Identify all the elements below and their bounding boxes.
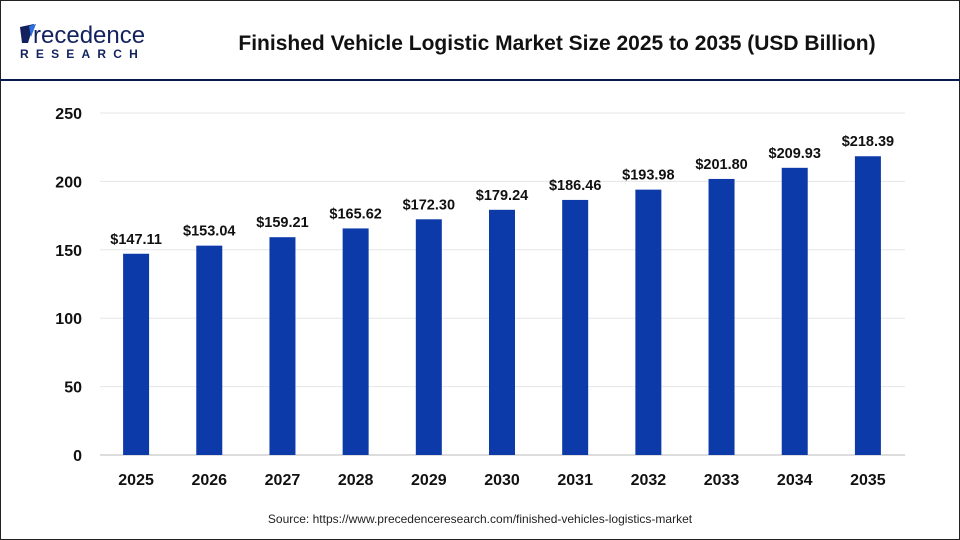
data-label: $209.93	[769, 146, 821, 162]
x-tick-label: 2026	[191, 472, 227, 489]
data-label: $147.11	[110, 232, 162, 248]
bar-2033	[708, 178, 735, 455]
bar-2030	[489, 209, 515, 455]
y-tick-label: 0	[73, 448, 82, 465]
y-tick-label: 250	[55, 106, 82, 123]
source-text: Source: https://www.precedenceresearch.c…	[268, 512, 693, 526]
data-label: $218.39	[842, 134, 894, 150]
y-tick-label: 50	[64, 380, 82, 397]
data-label: $165.62	[329, 206, 381, 222]
x-tick-label: 2027	[265, 472, 301, 489]
bar-2029	[415, 219, 442, 455]
x-tick-label: 2030	[484, 472, 520, 489]
logo-text: recedence	[33, 22, 145, 49]
x-tick-label: 2031	[557, 472, 593, 489]
data-label: $201.80	[695, 157, 747, 173]
x-tick-label: 2025	[118, 472, 154, 489]
x-tick-label: 2028	[338, 472, 374, 489]
data-label: $172.30	[403, 197, 455, 213]
data-label: $193.98	[622, 168, 674, 184]
x-tick-label: 2029	[411, 472, 447, 489]
bar-2035	[854, 156, 881, 455]
bar-2026	[196, 245, 223, 455]
bar-2034	[781, 167, 808, 455]
data-label: $159.21	[256, 215, 308, 231]
x-tick-label: 2034	[777, 472, 813, 489]
x-tick-label: 2032	[631, 472, 667, 489]
data-label: $179.24	[476, 188, 528, 204]
logo-subtext: RESEARCH	[20, 47, 145, 61]
chart-title: Finished Vehicle Logistic Market Size 20…	[238, 32, 875, 55]
y-tick-label: 200	[55, 174, 82, 191]
bar-2031	[562, 199, 589, 455]
x-tick-label: 2035	[850, 472, 886, 489]
data-label: $153.04	[183, 224, 235, 240]
bar-2028	[342, 228, 369, 455]
bar-2025	[123, 253, 150, 455]
logo: recedence RESEARCH	[20, 22, 145, 61]
x-tick-label: 2033	[704, 472, 740, 489]
bar-2027	[269, 237, 296, 455]
y-tick-label: 150	[55, 243, 82, 260]
y-tick-label: 100	[55, 311, 82, 328]
bar-2032	[635, 189, 662, 455]
data-label: $186.46	[549, 178, 601, 194]
